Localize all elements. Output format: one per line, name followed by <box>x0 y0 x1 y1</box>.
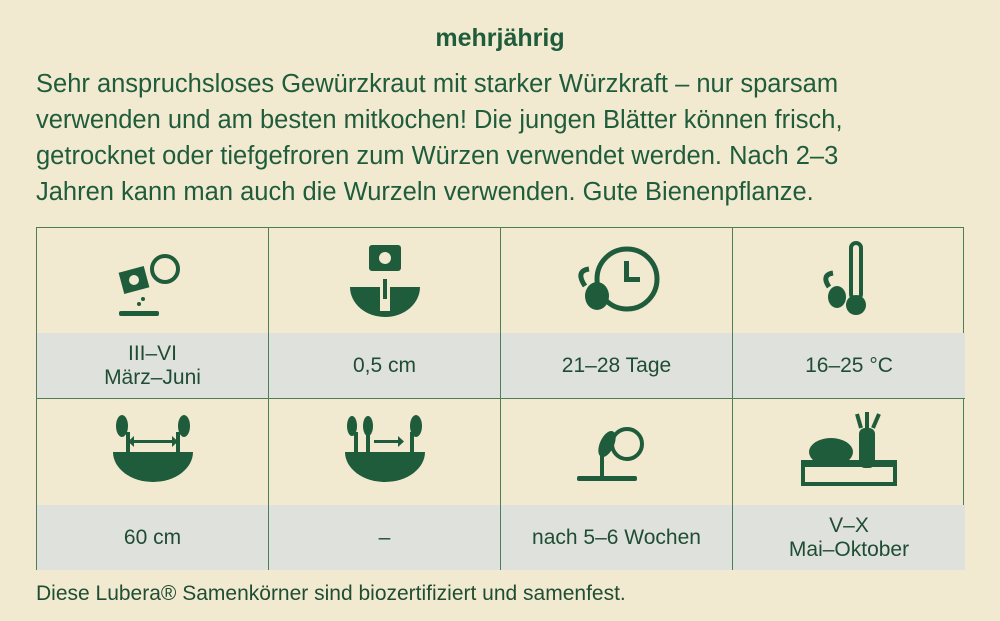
label-line: V–X <box>829 513 869 537</box>
cell-icon <box>501 399 732 505</box>
info-grid: III–VI März–Juni 0,5 cm 21–28 Tage 16–25 °C 6… <box>36 227 965 570</box>
cell-label: – <box>269 505 500 570</box>
cell-label: 60 cm <box>37 505 268 570</box>
cell-icon <box>269 228 500 334</box>
cell-label: nach 5–6 Wochen <box>501 505 732 570</box>
cell-icon <box>733 399 964 505</box>
cell-label: 16–25 °C <box>733 333 965 398</box>
info-cell: – <box>269 399 501 570</box>
cell-icon <box>37 399 268 505</box>
info-cell: 0,5 cm <box>269 228 501 399</box>
description-line: Sehr anspruchsloses Gewürzkraut mit star… <box>36 70 839 98</box>
label-line: 60 cm <box>123 525 182 549</box>
cell-icon <box>501 228 732 334</box>
cell-label: 0,5 cm <box>269 333 500 398</box>
label-line: Mai–Oktober <box>788 537 910 561</box>
info-cell: 16–25 °C <box>733 228 965 399</box>
info-cell: V–X Mai–Oktober <box>733 399 965 570</box>
footer: Diese Lubera® Samenkörner sind biozertif… <box>36 582 626 605</box>
label-line: nach 5–6 Wochen <box>532 525 701 549</box>
cell-label: 21–28 Tage <box>501 333 732 398</box>
cell-icon <box>37 228 268 334</box>
cell-icon <box>269 399 500 505</box>
cell-icon <box>733 228 964 334</box>
heading: mehrjährig <box>435 24 565 52</box>
cell-label: III–VI März–Juni <box>37 333 268 398</box>
label-line: 16–25 °C <box>805 353 893 377</box>
cell-label: V–X Mai–Oktober <box>733 505 965 570</box>
info-cell: III–VI März–Juni <box>37 228 269 399</box>
label-line: März–Juni <box>104 365 201 389</box>
label-line: III–VI <box>127 341 178 365</box>
label-line: 21–28 Tage <box>561 353 672 377</box>
description: Sehr anspruchsloses Gewürzkraut mit star… <box>36 66 976 210</box>
description-line: verwenden und am besten mitkochen! Die j… <box>36 106 843 134</box>
info-cell: 21–28 Tage <box>501 228 733 399</box>
description-line: getrocknet oder tiefgefroren zum Würzen … <box>36 142 839 170</box>
info-cell: nach 5–6 Wochen <box>501 399 733 570</box>
label-line: – <box>378 525 391 549</box>
info-cell: 60 cm <box>37 399 269 570</box>
label-line: 0,5 cm <box>352 353 417 377</box>
description-line: Jahren kann man auch die Wurzeln verwend… <box>36 178 814 206</box>
